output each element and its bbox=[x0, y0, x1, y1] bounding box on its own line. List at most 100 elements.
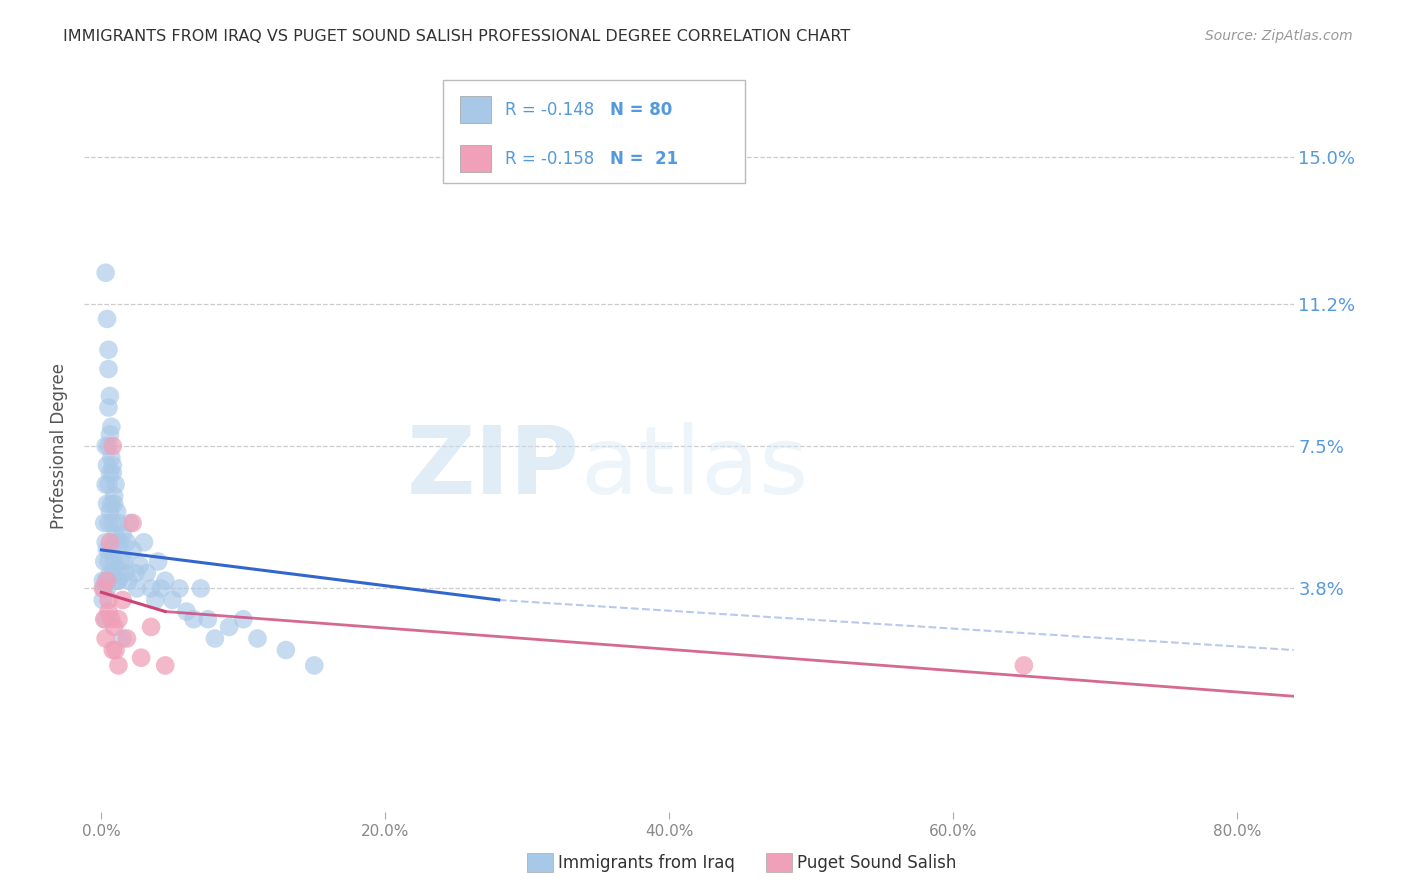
Point bbox=[125, 582, 148, 596]
Point bbox=[197, 612, 219, 626]
Point bbox=[183, 612, 205, 626]
Point bbox=[94, 535, 117, 549]
Point bbox=[111, 632, 134, 646]
Point bbox=[97, 605, 120, 619]
Point bbox=[132, 535, 155, 549]
Point bbox=[218, 620, 240, 634]
Point bbox=[101, 643, 124, 657]
Y-axis label: Professional Degree: Professional Degree bbox=[51, 363, 69, 529]
Point bbox=[98, 504, 121, 518]
Point bbox=[176, 605, 198, 619]
Point bbox=[101, 439, 124, 453]
Point bbox=[104, 535, 127, 549]
Point bbox=[97, 554, 120, 568]
Point bbox=[1012, 658, 1035, 673]
Point bbox=[94, 612, 117, 626]
Point bbox=[96, 458, 118, 473]
Point bbox=[100, 497, 122, 511]
Point bbox=[97, 593, 120, 607]
Point bbox=[107, 574, 129, 588]
Point bbox=[103, 497, 125, 511]
Point bbox=[121, 516, 143, 530]
Point bbox=[100, 612, 122, 626]
Point bbox=[111, 593, 134, 607]
Point bbox=[94, 266, 117, 280]
Point bbox=[143, 593, 166, 607]
Point bbox=[96, 582, 118, 596]
Point bbox=[124, 566, 146, 580]
Point bbox=[129, 650, 152, 665]
Point bbox=[118, 516, 141, 530]
Point bbox=[107, 516, 129, 530]
Text: Source: ZipAtlas.com: Source: ZipAtlas.com bbox=[1205, 29, 1353, 43]
Point bbox=[101, 466, 124, 480]
Text: R = -0.158: R = -0.158 bbox=[505, 150, 593, 168]
Point bbox=[94, 632, 117, 646]
Point bbox=[190, 582, 212, 596]
Point bbox=[98, 466, 121, 480]
Point bbox=[93, 612, 115, 626]
Point bbox=[107, 658, 129, 673]
Point bbox=[94, 477, 117, 491]
Point bbox=[101, 566, 124, 580]
Point bbox=[274, 643, 297, 657]
Point bbox=[100, 419, 122, 434]
Point bbox=[107, 574, 129, 588]
Point bbox=[94, 439, 117, 453]
Point bbox=[93, 554, 115, 568]
Point bbox=[139, 620, 162, 634]
Point bbox=[111, 527, 134, 541]
Point bbox=[162, 593, 184, 607]
Text: ZIP: ZIP bbox=[408, 422, 581, 514]
Point bbox=[146, 554, 169, 568]
Point bbox=[115, 632, 138, 646]
Point bbox=[105, 504, 128, 518]
Point bbox=[91, 574, 114, 588]
Point bbox=[94, 574, 117, 588]
Point bbox=[103, 620, 125, 634]
Point bbox=[100, 450, 122, 465]
Point bbox=[104, 527, 127, 541]
Point bbox=[155, 574, 177, 588]
Text: IMMIGRANTS FROM IRAQ VS PUGET SOUND SALISH PROFESSIONAL DEGREE CORRELATION CHART: IMMIGRANTS FROM IRAQ VS PUGET SOUND SALI… bbox=[63, 29, 851, 44]
Point bbox=[104, 643, 127, 657]
Point bbox=[115, 535, 138, 549]
Point bbox=[98, 427, 121, 442]
Point bbox=[135, 566, 157, 580]
Point bbox=[112, 554, 135, 568]
Point bbox=[98, 566, 121, 580]
Point bbox=[139, 582, 162, 596]
Point bbox=[100, 543, 122, 558]
Point bbox=[97, 439, 120, 453]
Point bbox=[246, 632, 269, 646]
Text: atlas: atlas bbox=[581, 422, 808, 514]
Point bbox=[96, 574, 118, 588]
Point bbox=[105, 562, 128, 576]
Point bbox=[107, 612, 129, 626]
Point bbox=[104, 477, 127, 491]
Point bbox=[304, 658, 326, 673]
Point bbox=[128, 558, 150, 573]
Point bbox=[97, 401, 120, 415]
Text: Puget Sound Salish: Puget Sound Salish bbox=[797, 854, 956, 871]
Text: N =  21: N = 21 bbox=[610, 150, 678, 168]
Point bbox=[97, 362, 120, 376]
Point bbox=[101, 458, 124, 473]
Point bbox=[169, 582, 191, 596]
Point bbox=[103, 489, 125, 503]
Point bbox=[110, 554, 132, 568]
Point bbox=[114, 566, 136, 580]
Point bbox=[108, 535, 131, 549]
Point bbox=[97, 516, 120, 530]
Point bbox=[97, 477, 120, 491]
Point bbox=[117, 574, 139, 588]
Text: N = 80: N = 80 bbox=[610, 101, 672, 119]
Point bbox=[155, 658, 177, 673]
Point bbox=[121, 543, 143, 558]
Point bbox=[204, 632, 226, 646]
Text: R = -0.148: R = -0.148 bbox=[505, 101, 593, 119]
Point bbox=[103, 554, 125, 568]
Point bbox=[150, 582, 173, 596]
Point bbox=[96, 543, 118, 558]
Point bbox=[91, 593, 114, 607]
